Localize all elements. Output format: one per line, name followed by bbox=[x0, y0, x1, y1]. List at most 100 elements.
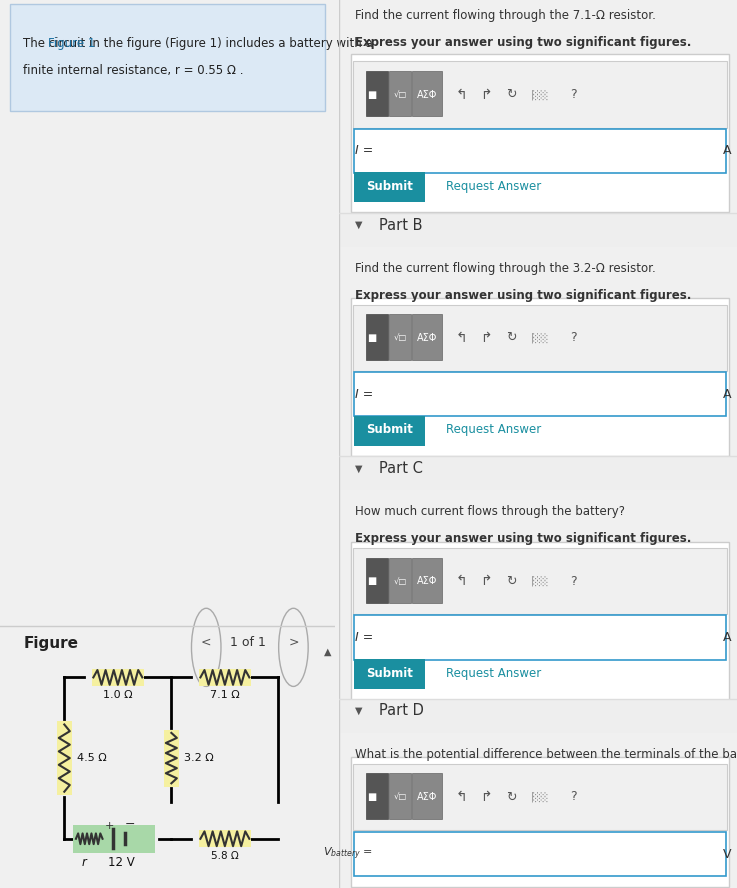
FancyBboxPatch shape bbox=[389, 558, 411, 603]
Text: Submit: Submit bbox=[366, 424, 413, 436]
Text: finite internal resistance, r = 0.55 Ω .: finite internal resistance, r = 0.55 Ω . bbox=[24, 64, 244, 77]
FancyBboxPatch shape bbox=[412, 773, 442, 819]
FancyBboxPatch shape bbox=[412, 314, 442, 360]
FancyBboxPatch shape bbox=[354, 172, 425, 202]
Text: −: − bbox=[125, 819, 135, 831]
Text: 4.5 Ω: 4.5 Ω bbox=[77, 753, 106, 763]
Text: ↰: ↰ bbox=[455, 88, 467, 101]
Text: ■: ■ bbox=[368, 333, 377, 343]
FancyBboxPatch shape bbox=[352, 298, 729, 456]
FancyBboxPatch shape bbox=[353, 305, 727, 371]
Text: r: r bbox=[82, 856, 87, 868]
FancyBboxPatch shape bbox=[199, 830, 251, 847]
Text: AΣΦ: AΣΦ bbox=[417, 792, 438, 802]
Text: V: V bbox=[723, 848, 732, 860]
FancyBboxPatch shape bbox=[354, 129, 726, 173]
FancyBboxPatch shape bbox=[366, 71, 388, 116]
FancyBboxPatch shape bbox=[339, 456, 737, 490]
Text: ?: ? bbox=[570, 331, 577, 345]
FancyBboxPatch shape bbox=[366, 558, 388, 603]
FancyBboxPatch shape bbox=[339, 213, 737, 247]
FancyBboxPatch shape bbox=[352, 54, 729, 212]
Text: AΣΦ: AΣΦ bbox=[417, 90, 438, 99]
Text: ■: ■ bbox=[368, 90, 377, 99]
FancyBboxPatch shape bbox=[164, 730, 179, 787]
Text: Express your answer using two significant figures.: Express your answer using two significan… bbox=[355, 289, 691, 302]
Text: Request Answer: Request Answer bbox=[447, 180, 542, 193]
Text: ↻: ↻ bbox=[506, 331, 516, 345]
Text: I =: I = bbox=[354, 631, 373, 644]
Text: 3.2 Ω: 3.2 Ω bbox=[184, 753, 213, 763]
Text: 1 of 1: 1 of 1 bbox=[230, 636, 266, 649]
Text: ↻: ↻ bbox=[506, 88, 516, 101]
Text: ▼: ▼ bbox=[355, 464, 363, 473]
Text: Submit: Submit bbox=[366, 667, 413, 679]
Text: I =: I = bbox=[354, 388, 373, 400]
FancyBboxPatch shape bbox=[92, 669, 144, 686]
Text: Submit: Submit bbox=[366, 180, 413, 193]
Text: √□: √□ bbox=[394, 576, 407, 586]
Text: 5.8 Ω: 5.8 Ω bbox=[211, 852, 239, 861]
Text: √□: √□ bbox=[394, 792, 407, 802]
Text: |░░: |░░ bbox=[531, 576, 549, 586]
FancyBboxPatch shape bbox=[354, 416, 425, 446]
FancyBboxPatch shape bbox=[354, 615, 726, 660]
Text: |░░: |░░ bbox=[531, 90, 549, 99]
Text: Part C: Part C bbox=[379, 461, 423, 476]
Text: ↰: ↰ bbox=[455, 575, 467, 588]
FancyBboxPatch shape bbox=[366, 773, 388, 819]
FancyBboxPatch shape bbox=[354, 832, 726, 876]
FancyBboxPatch shape bbox=[412, 558, 442, 603]
Text: The circuit in the figure (Figure 1) includes a battery with a: The circuit in the figure (Figure 1) inc… bbox=[24, 37, 373, 51]
FancyBboxPatch shape bbox=[353, 764, 727, 830]
Text: ■: ■ bbox=[368, 576, 377, 586]
FancyBboxPatch shape bbox=[389, 314, 411, 360]
FancyBboxPatch shape bbox=[412, 71, 442, 116]
Text: ↱: ↱ bbox=[480, 575, 492, 588]
Text: ▲: ▲ bbox=[324, 646, 331, 657]
Text: ■: ■ bbox=[368, 792, 377, 802]
FancyBboxPatch shape bbox=[354, 372, 726, 416]
Text: Express your answer using two significant figures.: Express your answer using two significan… bbox=[355, 36, 691, 49]
FancyBboxPatch shape bbox=[389, 71, 411, 116]
Text: Part D: Part D bbox=[379, 703, 424, 718]
FancyBboxPatch shape bbox=[354, 659, 425, 689]
FancyBboxPatch shape bbox=[353, 548, 727, 614]
Text: I =: I = bbox=[354, 145, 373, 157]
Text: 12 V: 12 V bbox=[108, 856, 134, 868]
Text: ↱: ↱ bbox=[480, 790, 492, 804]
Text: 1.0 Ω: 1.0 Ω bbox=[103, 690, 133, 700]
Text: A: A bbox=[723, 388, 732, 400]
FancyBboxPatch shape bbox=[366, 314, 388, 360]
Text: ↰: ↰ bbox=[455, 790, 467, 804]
Text: Request Answer: Request Answer bbox=[447, 424, 542, 436]
FancyBboxPatch shape bbox=[353, 61, 727, 128]
Text: ↱: ↱ bbox=[480, 331, 492, 345]
Text: AΣΦ: AΣΦ bbox=[417, 333, 438, 343]
Text: √□: √□ bbox=[394, 333, 407, 343]
Text: 7.1 Ω: 7.1 Ω bbox=[210, 690, 240, 700]
Text: ▼: ▼ bbox=[355, 220, 363, 230]
FancyBboxPatch shape bbox=[10, 4, 325, 111]
Text: |░░: |░░ bbox=[531, 792, 549, 802]
Text: >: > bbox=[288, 636, 298, 649]
Text: Find the current flowing through the 3.2-Ω resistor.: Find the current flowing through the 3.2… bbox=[355, 262, 656, 275]
FancyBboxPatch shape bbox=[339, 699, 737, 733]
Text: <: < bbox=[201, 636, 212, 649]
Text: A: A bbox=[723, 631, 732, 644]
Text: $V_{battery}$ =: $V_{battery}$ = bbox=[323, 846, 373, 862]
Text: |░░: |░░ bbox=[531, 333, 549, 343]
Text: ↻: ↻ bbox=[506, 790, 516, 804]
Text: ↰: ↰ bbox=[455, 331, 467, 345]
Text: ↱: ↱ bbox=[480, 88, 492, 101]
Text: ?: ? bbox=[570, 575, 577, 588]
Text: ?: ? bbox=[570, 88, 577, 101]
FancyBboxPatch shape bbox=[352, 542, 729, 700]
Text: ↻: ↻ bbox=[506, 575, 516, 588]
FancyBboxPatch shape bbox=[57, 721, 72, 795]
Text: √□: √□ bbox=[394, 90, 407, 99]
Text: ?: ? bbox=[570, 790, 577, 804]
Text: AΣΦ: AΣΦ bbox=[417, 576, 438, 586]
Text: Figure: Figure bbox=[24, 636, 78, 651]
Text: Request Answer: Request Answer bbox=[447, 667, 542, 679]
